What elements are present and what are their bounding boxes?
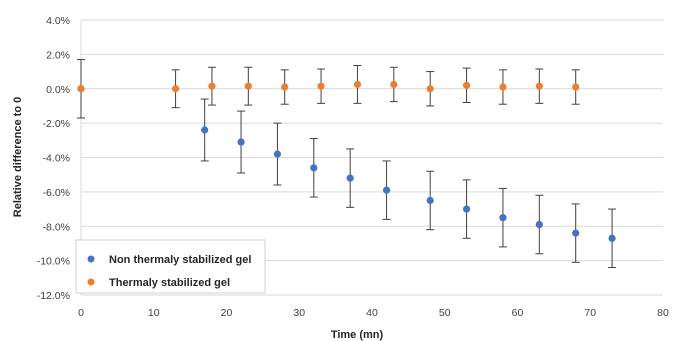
x-tick-label: 10: [148, 307, 160, 319]
x-tick-label: 20: [221, 307, 233, 319]
data-point-series-1: [535, 220, 543, 229]
x-tick-label: 60: [512, 307, 524, 319]
x-tick-labels: 0 10 20 30 40 50 60 70 80: [78, 307, 669, 319]
data-point-series-2: [353, 80, 362, 89]
x-tick-label: 70: [584, 307, 596, 319]
legend-marker-series-2: [87, 278, 95, 286]
data-points: [77, 80, 616, 242]
legend-label-series-1: Non thermaly stabilized gel: [109, 254, 251, 266]
data-point-series-1: [572, 229, 580, 237]
data-point-series-2: [208, 82, 216, 90]
data-point-series-2: [390, 80, 398, 89]
y-tick-label: -4.0%: [43, 153, 70, 165]
x-tick-label: 0: [78, 307, 84, 319]
data-point-series-2: [77, 85, 85, 93]
data-point-series-1: [346, 174, 354, 182]
x-tick-label: 50: [439, 307, 451, 319]
y-tick-label: 0.0%: [46, 84, 70, 96]
data-point-series-2: [244, 82, 252, 90]
data-point-series-2: [535, 82, 543, 90]
data-point-series-1: [462, 205, 471, 213]
x-tick-label: 30: [293, 307, 305, 319]
data-point-series-1: [310, 164, 318, 172]
data-point-series-1: [499, 214, 507, 222]
y-tick-label: -12.0%: [37, 290, 70, 302]
legend: Non thermaly stabilized gel Thermaly sta…: [75, 239, 266, 294]
data-point-series-1: [237, 138, 245, 146]
legend-box: [75, 239, 266, 294]
legend-label-series-2: Thermaly stabilized gel: [109, 277, 230, 289]
data-point-series-2: [462, 81, 471, 89]
data-point-series-1: [273, 150, 282, 158]
x-tick-label: 80: [657, 307, 669, 319]
error-bars: [77, 59, 617, 268]
y-tick-label: 4.0%: [46, 15, 70, 27]
x-tick-label: 40: [366, 307, 378, 319]
y-tick-label: -10.0%: [37, 256, 70, 268]
data-point-series-1: [608, 234, 616, 242]
legend-marker-series-1: [87, 255, 95, 263]
y-tick-labels: 4.0% 2.0% 0.0% -2.0% -4.0% -6.0% -8.0% -10.0% -1…: [37, 15, 70, 302]
y-tick-label: -8.0%: [43, 221, 70, 233]
data-point-series-2: [317, 82, 325, 90]
data-point-series-2: [426, 85, 434, 93]
data-point-series-1: [426, 196, 434, 205]
data-point-series-2: [171, 85, 180, 93]
data-point-series-2: [281, 83, 289, 91]
y-axis-title: Relative difference to 0: [12, 97, 24, 217]
data-point-series-2: [572, 83, 580, 91]
data-point-series-1: [201, 126, 209, 134]
data-point-series-2: [499, 83, 507, 91]
data-point-series-1: [382, 186, 391, 194]
x-axis-title: Time (mn): [331, 329, 384, 341]
y-tick-label: 2.0%: [46, 49, 70, 61]
y-tick-label: -2.0%: [43, 118, 70, 130]
y-tick-label: -6.0%: [43, 187, 70, 199]
